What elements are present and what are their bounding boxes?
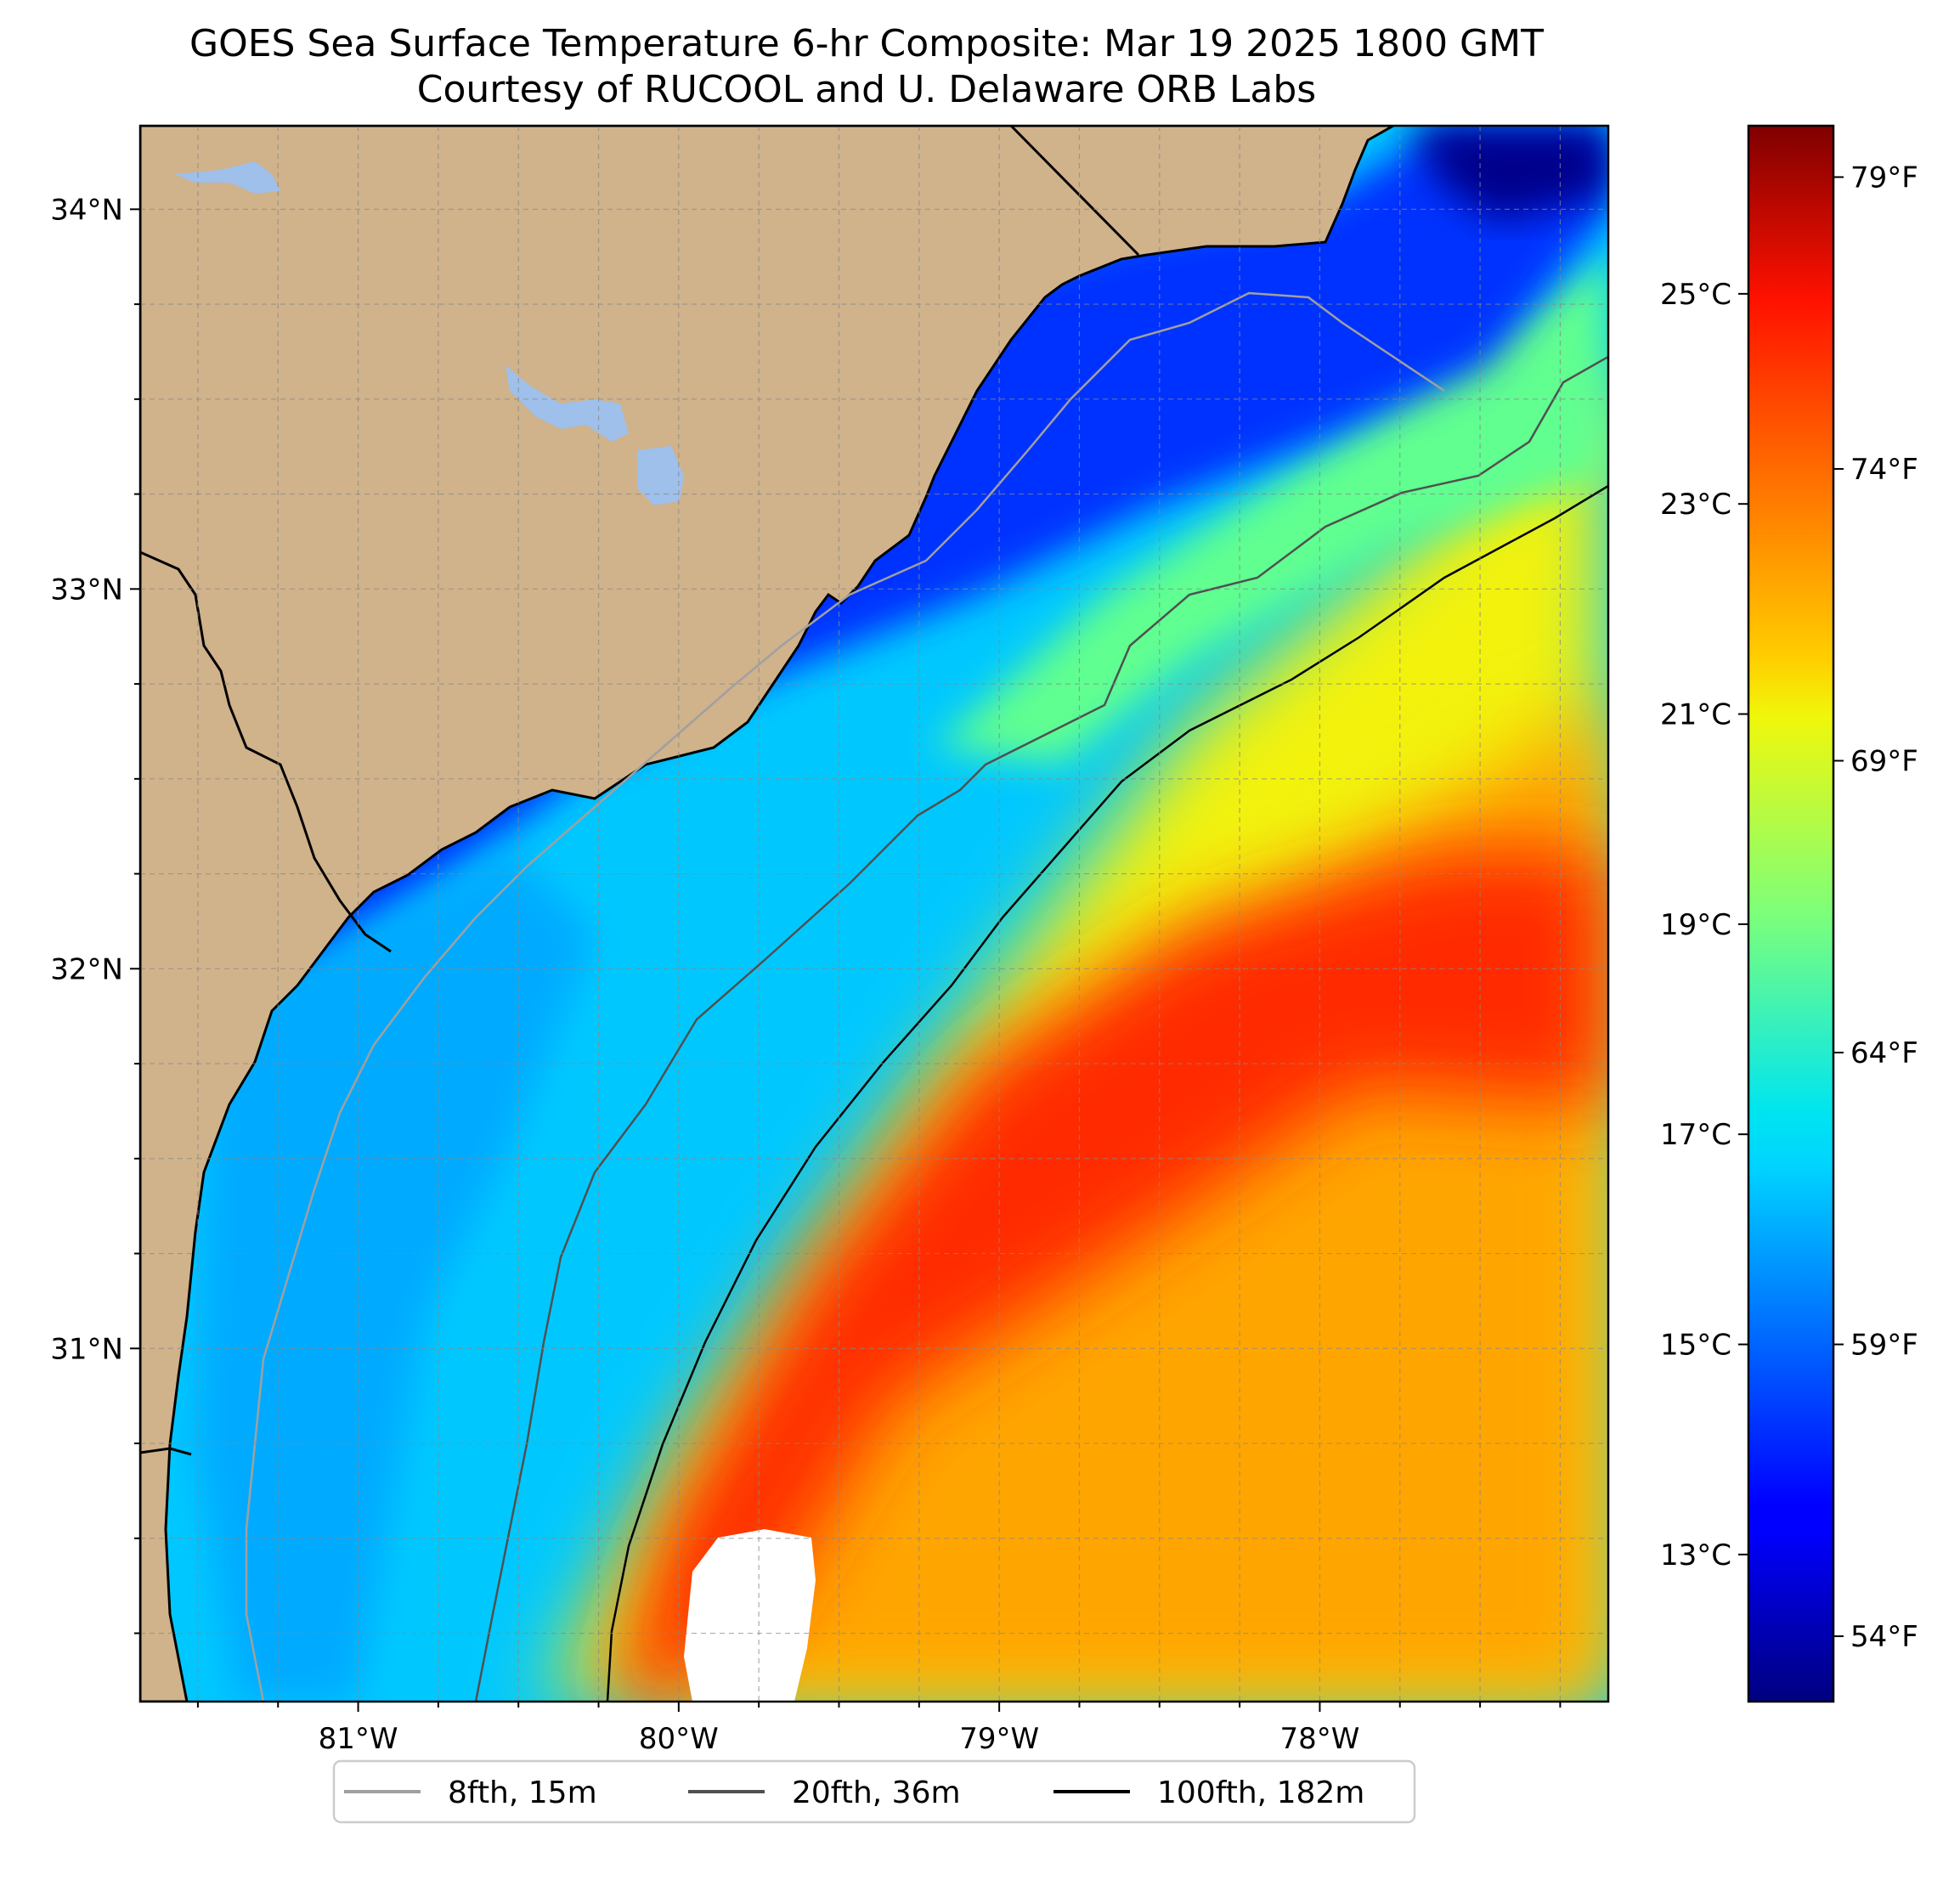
fahrenheit-tick-label: 79°F <box>1850 161 1918 195</box>
colorbar-fahrenheit-axis: 54°F 59°F 64°F 69°F 74°F 79°F <box>1833 161 1918 1654</box>
fahrenheit-tick-label: 69°F <box>1850 744 1918 778</box>
lat-tick-label: 34°N <box>50 193 123 227</box>
sst-navy-corner <box>1410 126 1608 221</box>
celsius-tick-label: 19°C <box>1660 908 1731 942</box>
state-borders <box>140 126 1140 1456</box>
lat-tick-label: 33°N <box>50 573 123 607</box>
isobath-8fth <box>245 291 1445 1702</box>
legend-label: 8fth, 15m <box>448 1776 597 1810</box>
legend-label: 100fth, 182m <box>1157 1776 1364 1810</box>
fahrenheit-tick-label: 74°F <box>1850 453 1918 487</box>
sst-field <box>195 126 1608 1702</box>
gridlines <box>140 126 1608 1702</box>
latitude-axis: 31°N 32°N 33°N 34°N <box>50 193 140 1634</box>
figure-title-line1: GOES Sea Surface Temperature 6-hr Compos… <box>189 22 1544 65</box>
lon-tick-label: 80°W <box>639 1722 719 1756</box>
fahrenheit-tick-label: 64°F <box>1850 1036 1918 1070</box>
isobath-20fth <box>474 355 1608 1702</box>
map-frame <box>138 124 1610 1703</box>
land-mass <box>140 126 1397 1702</box>
celsius-tick-label: 21°C <box>1660 698 1731 732</box>
isobath-legend: 8fth, 15m 20fth, 36m 100fth, 182m <box>332 1759 1416 1824</box>
figure-title-line2: Courtesy of RUCOOL and U. Delaware ORB L… <box>417 68 1316 111</box>
colorbar <box>1747 124 1835 1703</box>
no-data-patch <box>684 1529 816 1702</box>
lake-moultrie <box>637 446 684 505</box>
map-area <box>140 126 1608 1702</box>
lake-north <box>174 161 280 194</box>
lat-tick-label: 31°N <box>50 1332 123 1366</box>
longitude-axis: 81°W 80°W 79°W 78°W <box>196 1702 1562 1756</box>
sst-red-core <box>612 850 1608 1702</box>
colorbar-celsius-axis: 13°C 15°C 17°C 19°C 21°C 23°C 25°C <box>1660 278 1748 1572</box>
celsius-tick-label: 13°C <box>1660 1538 1731 1572</box>
legend-box <box>332 1759 1416 1824</box>
legend-label: 20fth, 36m <box>792 1776 961 1810</box>
fahrenheit-tick-label: 59°F <box>1850 1329 1918 1363</box>
lon-tick-label: 81°W <box>319 1722 398 1756</box>
lat-tick-label: 32°N <box>50 952 123 986</box>
isobath-100fth <box>606 484 1608 1702</box>
celsius-tick-label: 23°C <box>1660 488 1731 522</box>
isobaths <box>245 291 1608 1702</box>
celsius-tick-label: 15°C <box>1660 1329 1731 1363</box>
fahrenheit-tick-label: 54°F <box>1850 1620 1918 1654</box>
lake-marion <box>506 365 629 442</box>
celsius-tick-label: 25°C <box>1660 278 1731 312</box>
lon-tick-label: 79°W <box>959 1722 1039 1756</box>
lon-tick-label: 78°W <box>1279 1722 1359 1756</box>
sst-cyan-nearshore <box>195 850 595 1702</box>
celsius-tick-label: 17°C <box>1660 1118 1731 1152</box>
